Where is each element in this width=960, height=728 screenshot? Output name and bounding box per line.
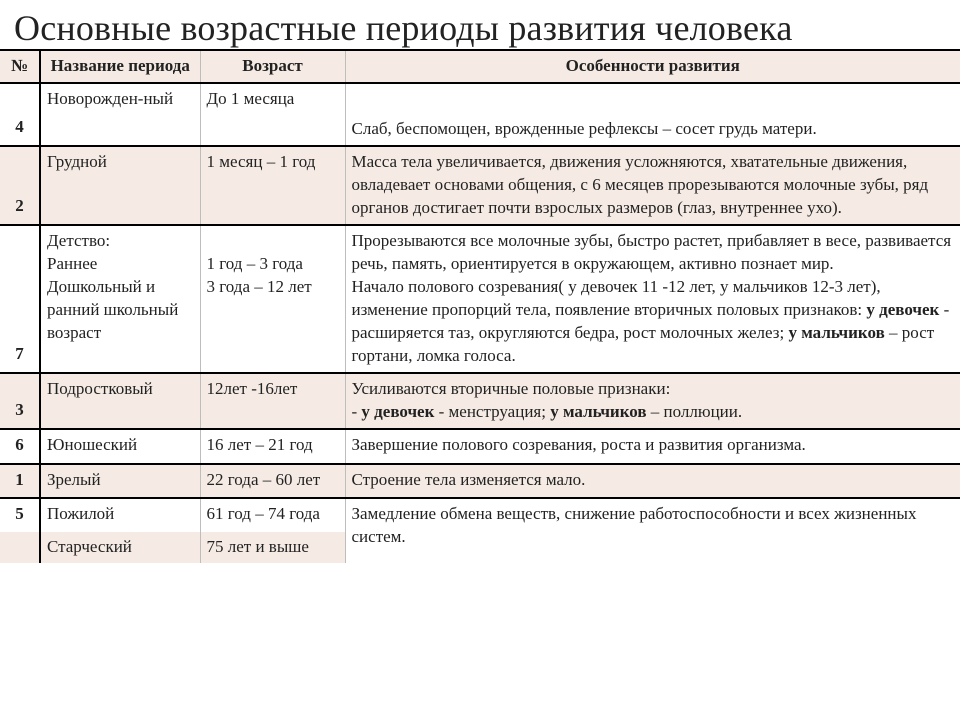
table-row: 3Подростковый12лет -16лет Усиливаются вт… xyxy=(0,373,960,429)
table-row: 1Зрелый22 года – 60 летСтроение тела изм… xyxy=(0,464,960,499)
cell-features: Усиливаются вторичные половые признаки: … xyxy=(345,373,960,429)
cell-age: 16 лет – 21 год xyxy=(200,429,345,464)
cell-num: 1 xyxy=(0,464,40,499)
cell-age: 1 месяц – 1 год xyxy=(200,146,345,225)
col-num: № xyxy=(0,50,40,83)
table-row: 4Новорожден-ныйДо 1 месяцаСлаб, беспомощ… xyxy=(0,83,960,146)
cell-name: Детство:РаннееДошкольный и ранний школьн… xyxy=(40,225,200,373)
cell-num: 3 xyxy=(0,373,40,429)
cell-name: Подростковый xyxy=(40,373,200,429)
col-feat: Особенности развития xyxy=(345,50,960,83)
cell-name: Зрелый xyxy=(40,464,200,499)
cell-features: Масса тела увеличивается, движения услож… xyxy=(345,146,960,225)
cell-age: 1 год – 3 года3 года – 12 лет xyxy=(200,225,345,373)
cell-features: Прорезываются все молочные зубы, быстро … xyxy=(345,225,960,373)
cell-name: Новорожден-ный xyxy=(40,83,200,146)
cell-num xyxy=(0,532,40,563)
cell-name: Пожилой xyxy=(40,498,200,532)
cell-num: 2 xyxy=(0,146,40,225)
table-row: 7Детство:РаннееДошкольный и ранний школь… xyxy=(0,225,960,373)
page-title: Основные возрастные периоды развития чел… xyxy=(14,8,960,49)
table-row: 5Пожилой61 год – 74 годаЗамедление обмен… xyxy=(0,498,960,532)
cell-num: 5 xyxy=(0,498,40,532)
cell-name: Грудной xyxy=(40,146,200,225)
cell-features: Строение тела изменяется мало. xyxy=(345,464,960,499)
table-header-row: № Название периода Возраст Особенности р… xyxy=(0,50,960,83)
cell-name: Юношеский xyxy=(40,429,200,464)
cell-features: Слаб, беспомощен, врожденные рефлексы – … xyxy=(345,83,960,146)
col-name: Название периода xyxy=(40,50,200,83)
table-row: 2Грудной 1 месяц – 1 годМасса тела увели… xyxy=(0,146,960,225)
cell-age: 12лет -16лет xyxy=(200,373,345,429)
cell-name: Старческий xyxy=(40,532,200,563)
table-row: 6Юношеский16 лет – 21 годЗавершение поло… xyxy=(0,429,960,464)
periods-table: № Название периода Возраст Особенности р… xyxy=(0,49,960,563)
cell-num: 4 xyxy=(0,83,40,146)
cell-num: 7 xyxy=(0,225,40,373)
col-age: Возраст xyxy=(200,50,345,83)
cell-age: 22 года – 60 лет xyxy=(200,464,345,499)
cell-features: Завершение полового созревания, роста и … xyxy=(345,429,960,464)
cell-age: 61 год – 74 года xyxy=(200,498,345,532)
cell-age: До 1 месяца xyxy=(200,83,345,146)
cell-features: Замедление обмена веществ, снижение рабо… xyxy=(345,498,960,563)
cell-num: 6 xyxy=(0,429,40,464)
cell-age: 75 лет и выше xyxy=(200,532,345,563)
